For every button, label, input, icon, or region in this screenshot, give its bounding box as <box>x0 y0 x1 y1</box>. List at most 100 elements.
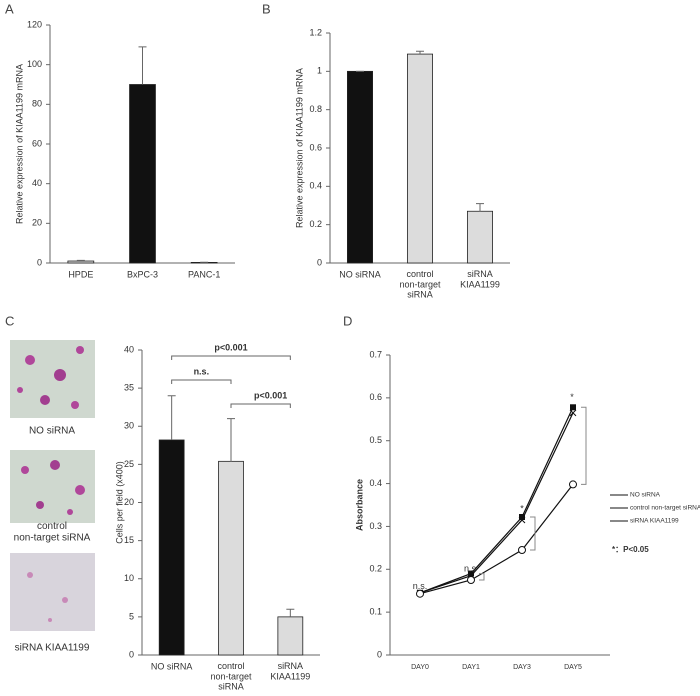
error-bar <box>476 203 484 212</box>
legend-label: NO siRNA <box>630 492 661 499</box>
panel-label: C <box>5 313 14 328</box>
panel-label: B <box>262 1 271 16</box>
series-line <box>419 412 574 594</box>
bracket <box>479 573 485 581</box>
marker <box>569 480 577 489</box>
x-tick-label: DAY3 <box>513 664 531 671</box>
y-tick-label: 1 <box>317 66 322 76</box>
x-tick-label: BxPC-3 <box>127 269 158 279</box>
bar <box>346 70 373 264</box>
y-axis-label: Relative expression of KIAA1199 mRNA <box>14 64 24 224</box>
y-tick-label: 0.1 <box>369 607 382 617</box>
y-tick-label: 40 <box>124 344 134 354</box>
y-tick-label: 120 <box>27 19 42 29</box>
y-tick-label: 20 <box>124 497 134 507</box>
error-bar <box>227 418 235 462</box>
panel-label: A <box>5 1 14 16</box>
bar <box>67 260 95 264</box>
image-label: NO siRNA <box>29 426 75 437</box>
y-tick-label: 0.4 <box>309 181 322 191</box>
y-tick-label: 0.7 <box>369 349 382 359</box>
annotation: n.s <box>464 564 477 574</box>
annotation: p<0.001 <box>254 390 287 400</box>
marker <box>467 576 475 584</box>
y-tick-label: 0 <box>317 257 322 267</box>
y-tick-label: 0.4 <box>369 478 382 488</box>
note: *：P<0.05 <box>612 545 649 554</box>
image-label: control non-target siRNA <box>14 521 91 544</box>
marker <box>519 514 525 520</box>
bracket <box>530 516 536 551</box>
x-tick-label: DAY1 <box>462 664 480 671</box>
y-tick-label: 0.3 <box>369 521 382 531</box>
y-axis-label: Absorbance <box>354 479 364 531</box>
y-tick-label: 10 <box>124 573 134 583</box>
series-line <box>419 407 574 594</box>
y-tick-label: 0.6 <box>309 142 322 152</box>
bracket <box>230 403 291 408</box>
y-tick-label: 20 <box>32 218 42 228</box>
x-tick-label: siRNA KIAA1199 <box>270 661 310 681</box>
bar <box>129 84 156 264</box>
y-tick-label: 60 <box>32 138 42 148</box>
x-tick-label: control non-target siRNA <box>399 269 441 300</box>
y-tick-label: 0 <box>377 649 382 659</box>
bar <box>218 460 244 656</box>
x-tick-label: DAY0 <box>411 664 429 671</box>
x-tick-label: PANC-1 <box>188 269 220 279</box>
bracket <box>581 406 587 485</box>
bracket <box>171 379 232 384</box>
error-bar <box>76 259 85 262</box>
micrograph-2 <box>10 450 95 523</box>
marker <box>468 570 474 577</box>
y-axis-label: Relative expression of KIAA1199 mRNA <box>294 68 304 228</box>
y-tick-label: 15 <box>124 535 134 545</box>
error-bar <box>286 608 295 617</box>
bar <box>466 210 493 264</box>
marker <box>518 546 526 554</box>
bar <box>277 616 304 656</box>
legend-label: siRNA KIAA1199 <box>630 518 679 525</box>
annotation: n.s. <box>194 366 210 376</box>
micrograph-1 <box>10 340 95 418</box>
error-bar <box>416 50 424 55</box>
y-tick-label: 0.6 <box>369 392 382 402</box>
y-tick-label: 25 <box>124 459 134 469</box>
y-tick-label: 80 <box>32 99 42 109</box>
y-tick-label: 0.2 <box>309 219 322 229</box>
annotation: * <box>570 392 574 402</box>
y-tick-label: 0.2 <box>369 564 382 574</box>
y-tick-label: 35 <box>124 383 134 393</box>
bar <box>406 53 433 264</box>
legend-label: control non-target siRNA <box>630 505 700 512</box>
y-tick-label: 100 <box>27 59 42 69</box>
series-line <box>419 484 574 595</box>
bracket <box>171 355 291 360</box>
x-tick-label: NO siRNA <box>151 661 193 671</box>
y-tick-label: 1.2 <box>309 27 322 37</box>
x-tick-label: control non-target siRNA <box>210 661 252 692</box>
annotation: * <box>520 504 524 514</box>
annotation: p<0.001 <box>214 342 247 352</box>
y-axis-label: Cells per field (x400) <box>114 461 124 544</box>
y-tick-label: 40 <box>32 178 42 188</box>
marker <box>570 404 576 411</box>
x-tick-label: HPDE <box>68 269 93 279</box>
bar <box>158 439 185 656</box>
marker <box>416 589 424 598</box>
error-bar <box>138 46 147 85</box>
annotation: n.s. <box>413 581 428 591</box>
y-tick-label: 30 <box>124 421 134 431</box>
panel-label: D <box>343 313 352 328</box>
micrograph-3 <box>10 553 95 631</box>
image-label: siRNA KIAA1199 <box>15 643 90 654</box>
y-tick-label: 0.8 <box>309 104 322 114</box>
y-tick-label: 0 <box>129 649 134 659</box>
y-tick-label: 0.5 <box>369 435 382 445</box>
error-bar <box>167 395 176 440</box>
y-tick-label: 5 <box>129 611 134 621</box>
y-tick-label: 0 <box>37 257 42 267</box>
x-tick-label: DAY5 <box>564 664 582 671</box>
x-tick-label: siRNA KIAA1199 <box>460 269 500 289</box>
